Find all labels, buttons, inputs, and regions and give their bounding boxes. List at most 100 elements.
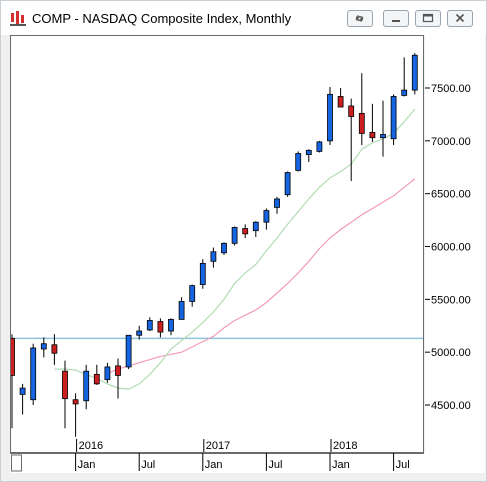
candle-body xyxy=(295,153,302,171)
candle xyxy=(30,343,37,405)
time-axis-labels: Jan Jul Jan Jul Jan Jul xyxy=(10,453,424,472)
minimize-button[interactable] xyxy=(383,10,409,27)
candle xyxy=(401,57,408,97)
price-tick-label: 5000.00 xyxy=(431,347,471,359)
candle xyxy=(93,364,100,385)
candle xyxy=(358,73,365,146)
year-label: 2016 xyxy=(79,440,103,452)
candle-body xyxy=(369,131,376,139)
candle xyxy=(40,337,47,358)
candle-body xyxy=(305,149,312,155)
maximize-button[interactable] xyxy=(415,10,441,27)
candle-body xyxy=(411,54,418,91)
candle xyxy=(136,325,143,340)
candle-body xyxy=(316,141,323,152)
link-icon xyxy=(355,15,364,22)
time-axis[interactable]: Jan Jul Jan Jul Jan Jul xyxy=(10,453,485,473)
price-axis-labels: 7500.00 7000.00 6500.00 6000.00 5500.00 5000.… xyxy=(425,83,471,412)
maximize-icon xyxy=(422,13,434,23)
candle-body xyxy=(390,96,397,140)
candle-body xyxy=(125,334,132,368)
candle-body xyxy=(242,228,249,235)
candle xyxy=(62,360,68,429)
price-chart: 2016 2017 2018 xyxy=(11,53,423,452)
candle xyxy=(178,297,185,320)
candle-body xyxy=(231,227,238,244)
candle-body xyxy=(337,96,344,108)
month-label: Jul xyxy=(141,459,155,471)
candle-body xyxy=(199,263,206,285)
price-tick-label: 5500.00 xyxy=(431,294,471,306)
candle xyxy=(327,86,333,146)
year-label: 2017 xyxy=(206,440,230,452)
window-title: COMP - NASDAQ Composite Index, Monthly xyxy=(32,11,292,26)
candle-body xyxy=(40,343,47,350)
candle-body xyxy=(115,365,121,376)
candle-body xyxy=(401,89,408,96)
candle xyxy=(157,318,164,338)
candle-body xyxy=(104,366,111,381)
month-label: Jan xyxy=(78,459,96,471)
link-button[interactable] xyxy=(347,10,373,27)
candle-body xyxy=(157,321,164,333)
close-button[interactable] xyxy=(447,10,473,27)
candle xyxy=(295,151,302,172)
candle xyxy=(51,334,58,365)
candle-body xyxy=(62,370,68,400)
candle-body xyxy=(380,134,386,139)
candle-body xyxy=(168,319,174,332)
candle xyxy=(263,208,270,230)
candle xyxy=(242,224,249,239)
candle-body xyxy=(146,320,153,331)
year-label: 2018 xyxy=(333,440,357,452)
candle-body xyxy=(189,285,196,302)
candle-body xyxy=(72,399,79,405)
moving-average-short-line xyxy=(54,108,416,390)
candle xyxy=(11,334,15,429)
candle xyxy=(125,334,132,370)
candle xyxy=(72,393,79,437)
price-tick-label: 6500.00 xyxy=(431,189,471,201)
candle xyxy=(168,318,174,336)
candle-body xyxy=(263,210,270,223)
candle xyxy=(210,247,217,268)
candle xyxy=(252,221,259,237)
candle-body xyxy=(327,93,333,142)
price-tick-label: 7500.00 xyxy=(431,83,471,95)
candle-body xyxy=(178,301,185,320)
candle-body xyxy=(51,344,58,354)
candle xyxy=(380,100,386,157)
price-tick-label: 7000.00 xyxy=(431,136,471,148)
candle xyxy=(189,284,196,307)
candle xyxy=(369,103,376,142)
chart-app-icon xyxy=(10,11,26,26)
price-axis[interactable]: 7500.00 7000.00 6500.00 6000.00 5500.00 5000.… xyxy=(425,35,485,453)
time-axis-start-marker xyxy=(11,454,22,472)
candle xyxy=(146,317,153,332)
candle-body xyxy=(274,198,280,208)
candle-body xyxy=(83,370,90,402)
candle xyxy=(390,94,397,146)
candle xyxy=(115,358,121,399)
candle xyxy=(274,196,280,214)
candle-body xyxy=(19,387,26,395)
candle xyxy=(199,259,206,289)
candle-body xyxy=(221,242,227,254)
candle xyxy=(348,98,355,181)
candle xyxy=(231,226,238,246)
month-label: Jan xyxy=(205,459,223,471)
month-label: Jul xyxy=(396,459,410,471)
title-bar[interactable]: COMP - NASDAQ Composite Index, Monthly xyxy=(1,1,486,35)
candle-body xyxy=(348,105,355,117)
candle-body xyxy=(136,330,143,336)
price-tick-label: 4500.00 xyxy=(431,400,471,412)
moving-average-long-line xyxy=(107,178,416,374)
candle xyxy=(305,149,312,162)
price-tick-label: 6000.00 xyxy=(431,242,471,254)
minimize-icon xyxy=(392,20,400,22)
candle-body xyxy=(30,347,37,401)
candle xyxy=(221,242,227,255)
plot-area[interactable]: 2016 2017 2018 xyxy=(10,35,424,453)
month-label: Jan xyxy=(332,459,350,471)
